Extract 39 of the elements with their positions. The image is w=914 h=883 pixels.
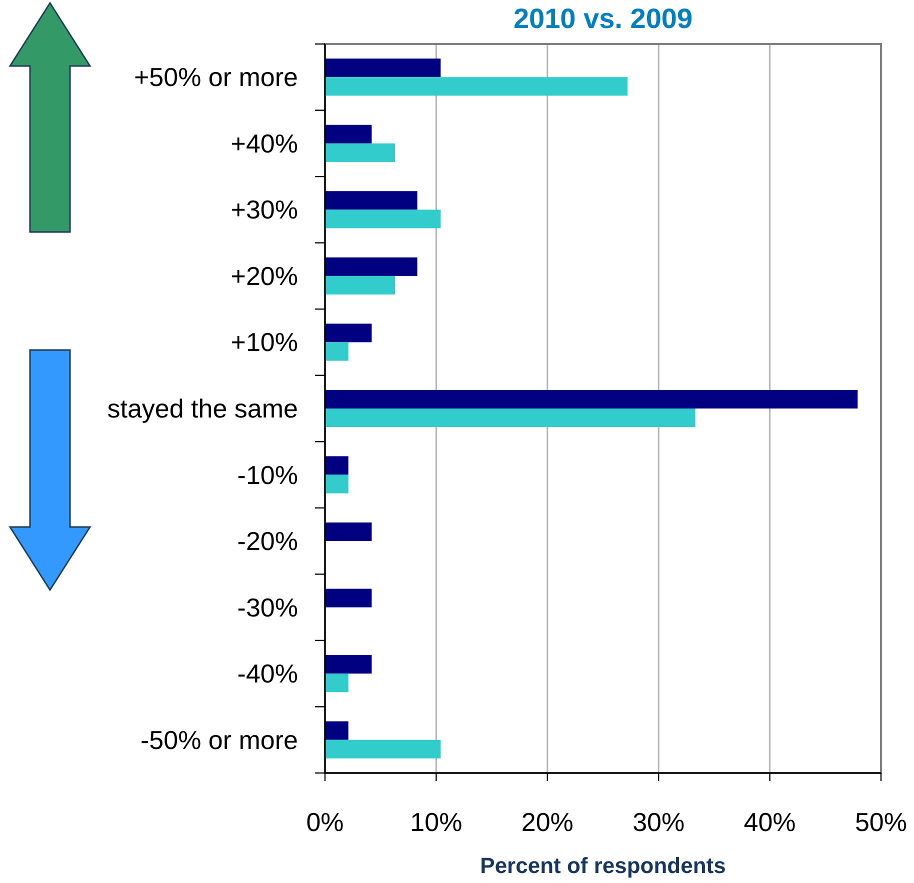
bar — [325, 124, 372, 144]
bar — [325, 77, 628, 96]
bar — [325, 522, 372, 542]
y-tick-label: +20% — [230, 260, 298, 291]
bar — [325, 655, 372, 674]
bar — [325, 740, 441, 758]
bar — [325, 456, 348, 475]
bar — [325, 674, 348, 692]
x-axis-title: Percent of respondents — [480, 853, 726, 878]
bar — [325, 588, 372, 608]
y-tick-label: -20% — [237, 526, 298, 556]
bar — [325, 342, 348, 361]
bar — [325, 408, 696, 428]
bar — [325, 324, 372, 342]
y-tick-label: +50% or more — [134, 62, 298, 92]
y-tick-label: -30% — [237, 592, 298, 622]
y-tick-label: +10% — [230, 327, 298, 358]
y-tick-label: -50% or more — [140, 724, 298, 755]
y-tick-label: +30% — [230, 194, 298, 225]
y-tick-label: -40% — [237, 658, 298, 689]
x-tick-label: 20% — [521, 807, 574, 837]
x-tick-label: 30% — [632, 807, 685, 837]
bar — [325, 58, 441, 78]
bar — [325, 474, 348, 494]
x-tick-label: 10% — [410, 807, 462, 837]
bar — [325, 721, 348, 740]
x-tick-label: 0% — [306, 807, 344, 837]
bar — [325, 191, 418, 210]
bar — [325, 143, 396, 162]
bar — [325, 210, 441, 228]
bar — [325, 276, 396, 295]
x-tick-label: 40% — [744, 807, 796, 837]
chart-title: 2010 vs. 2009 — [513, 3, 693, 34]
bar — [325, 390, 858, 408]
x-tick-label: 50% — [854, 807, 908, 837]
y-tick-label: -10% — [237, 460, 298, 490]
y-tick-label: +40% — [230, 128, 298, 158]
bar — [325, 257, 418, 276]
y-tick-label: stayed the same — [107, 394, 298, 424]
